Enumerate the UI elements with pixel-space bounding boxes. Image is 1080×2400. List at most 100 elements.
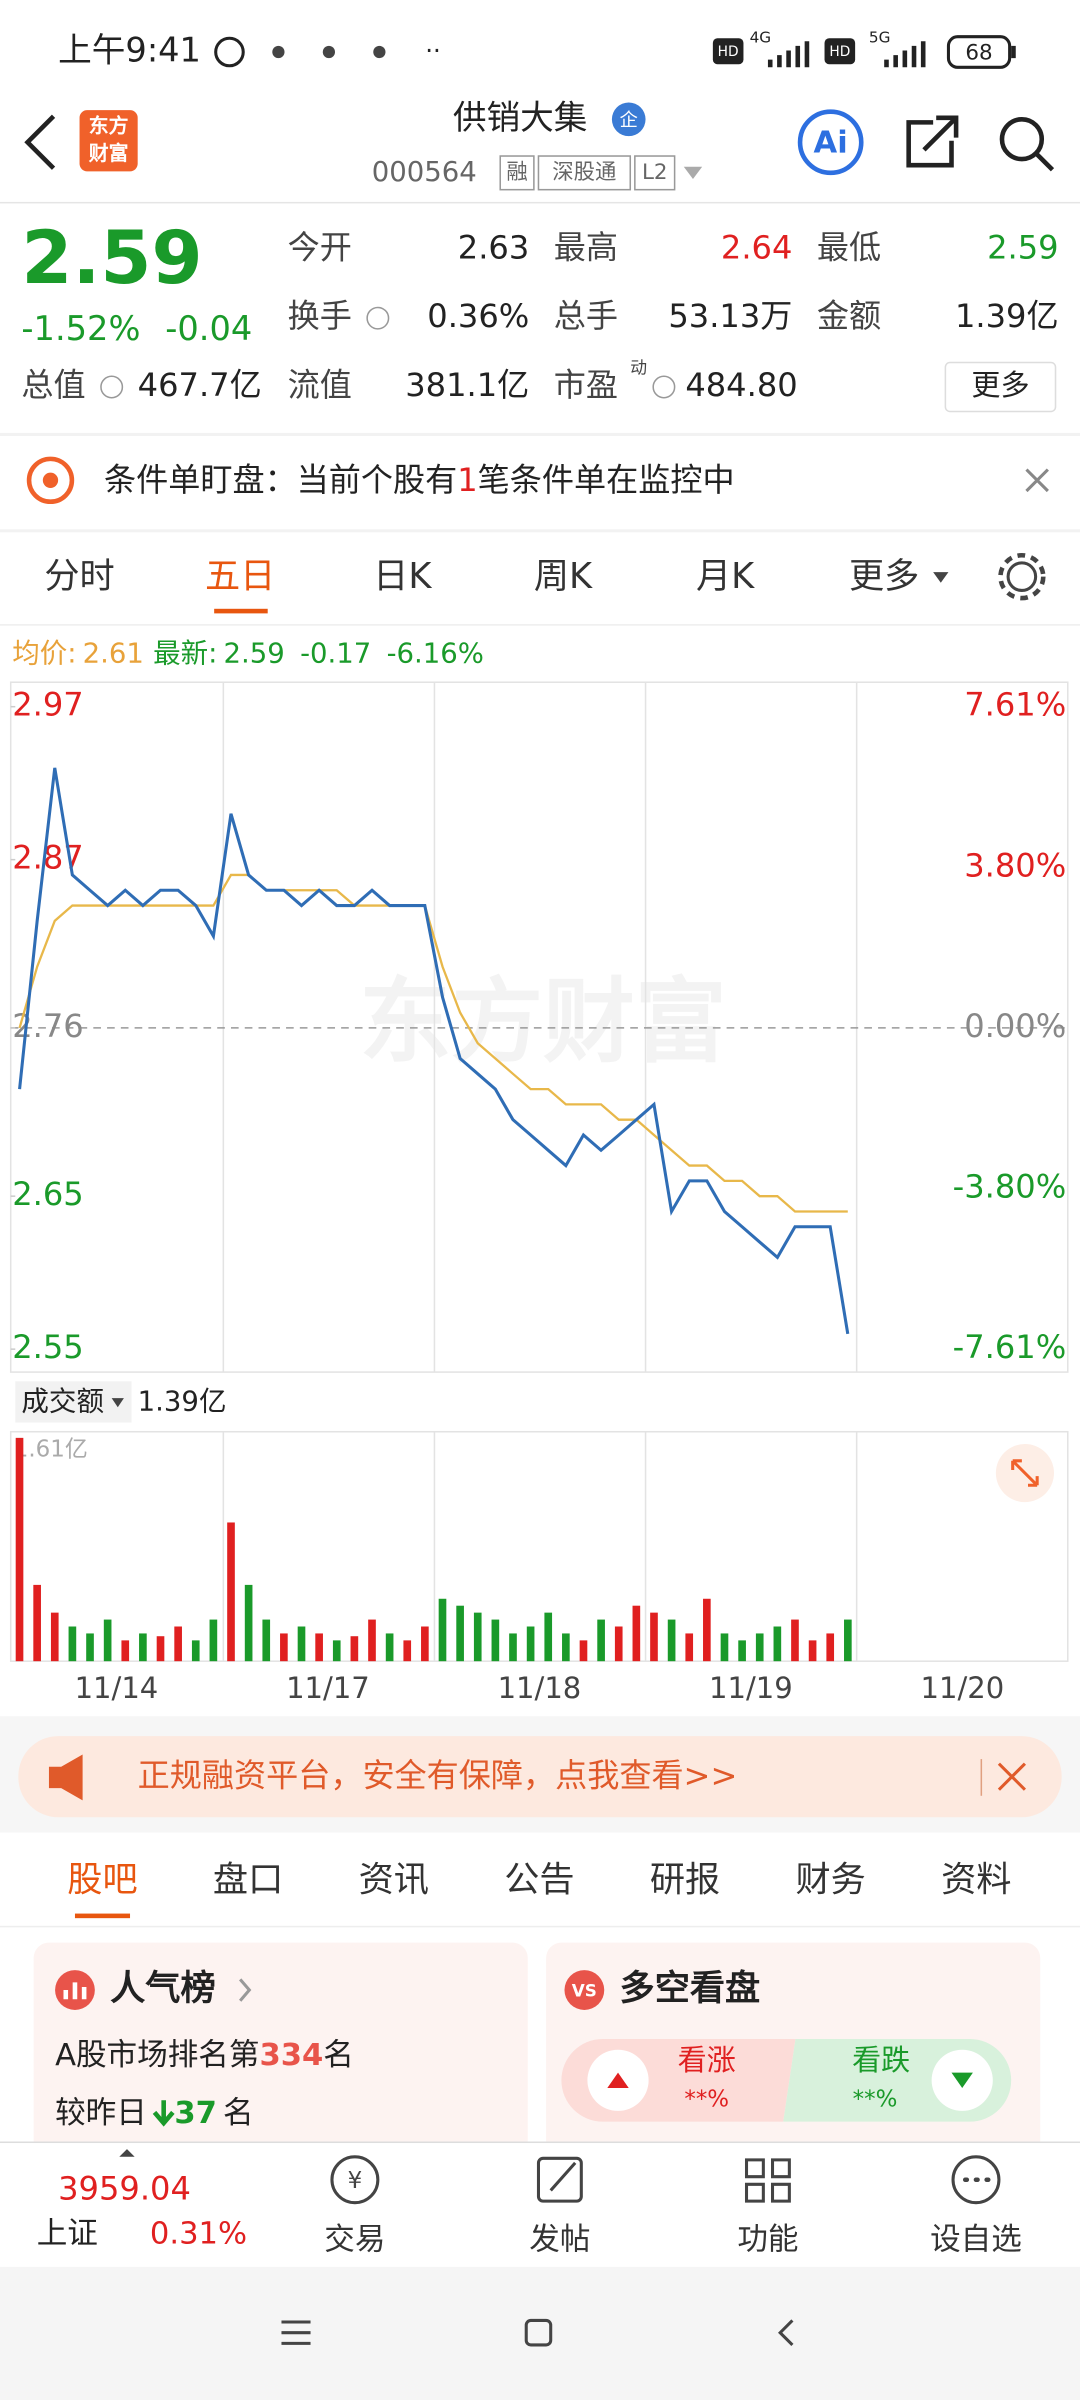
settings-button[interactable] [1006, 561, 1038, 592]
tag [634, 155, 676, 191]
sub-tabs: 股吧 盘口 资讯 公告 研报 财务 资料 [67, 1859, 1011, 1919]
ad-close[interactable] [997, 1762, 1027, 1791]
price: 2.59 [21, 216, 202, 301]
volume-bar [15, 1437, 24, 1662]
tab[interactable]: 日K [373, 556, 432, 597]
volume-bar [403, 1640, 412, 1662]
tag-text: L2 [642, 160, 668, 185]
notif-icon [272, 45, 285, 59]
tab[interactable]: 分时 [44, 556, 114, 597]
tab[interactable]: 更多 [849, 556, 919, 597]
notice-count: 1 [457, 461, 477, 499]
nav-home[interactable] [524, 2318, 553, 2347]
volume-bar [191, 1640, 200, 1662]
x-tick-label: 11/20 [921, 1671, 1005, 1705]
sub-tab[interactable]: 资讯 [359, 1859, 429, 1900]
search-handle [1035, 152, 1055, 172]
signal-icon [884, 41, 926, 68]
divider [0, 2141, 1080, 2144]
ai-text: Ai [814, 125, 848, 160]
trade-icon-glyph: ¥ [348, 2168, 363, 2194]
y2-tick-label: -3.80% [953, 1167, 1067, 1205]
card-title: 多空看盘 [620, 1968, 761, 2009]
battery-tip [1011, 45, 1016, 59]
volume-bar [597, 1619, 605, 1662]
bottom-item[interactable]: 发帖 [529, 2222, 590, 2257]
more-button[interactable] [944, 361, 1057, 413]
sub-tab[interactable]: 资料 [941, 1859, 1011, 1900]
notice-close[interactable] [1025, 468, 1049, 493]
field-value: 2.59 [987, 228, 1059, 266]
volume-bar [262, 1619, 271, 1662]
nav-back[interactable] [778, 2319, 794, 2347]
popularity-card[interactable] [33, 1942, 528, 2157]
hd-label: HD [829, 44, 850, 60]
sub-tab[interactable]: 股吧 [67, 1859, 137, 1900]
volume-bar [509, 1633, 517, 1662]
ad-text: 正规融资平台，安全有保障，点我查看>> [138, 1756, 738, 1794]
dropdown-arrow[interactable] [683, 166, 703, 179]
hd-badge [824, 38, 856, 65]
volume-bar [562, 1633, 570, 1662]
sub-tab[interactable]: 盘口 [213, 1859, 283, 1900]
expand-icon [1011, 1459, 1039, 1487]
volume-bar [50, 1612, 59, 1662]
volume-bar [368, 1619, 376, 1662]
tab-underline [214, 608, 268, 614]
search-button[interactable] [999, 117, 1045, 162]
chart-tabs: 分时 五日 日K 周K 月K 更多 [44, 556, 949, 614]
volume-bar [315, 1633, 323, 1662]
volume-bar [350, 1636, 359, 1662]
post-icon [536, 2156, 583, 2203]
nav-menu[interactable] [281, 2320, 311, 2345]
sub-tab[interactable]: 财务 [795, 1859, 865, 1900]
volume-bar [755, 1633, 764, 1662]
back-button[interactable] [24, 114, 56, 170]
bottom-item[interactable]: 功能 [737, 2222, 798, 2257]
field-value: 381.1亿 [405, 366, 529, 404]
notif-icon [322, 45, 336, 59]
volume-bar [385, 1633, 394, 1662]
ai-button[interactable] [797, 109, 864, 176]
bottom-item[interactable]: 设自选 [930, 2222, 1022, 2257]
field-value: 467.7亿 [138, 366, 262, 404]
average-line [18, 873, 848, 1213]
volume-chart: 11/14 11/17 11/18 11/19 11/20 [15, 1431, 1005, 1705]
field-value: 484.80 [685, 366, 797, 404]
bottom-item[interactable]: 交易 [324, 2222, 385, 2257]
rank-value: 334 [259, 2037, 323, 2072]
price-chart: 7.61%3.80%0.00%-3.80%-7.61%2.972.872.762… [10, 682, 1068, 1373]
share-button[interactable] [906, 115, 959, 168]
index-change: 0.31% [150, 2216, 247, 2251]
hd-label: HD [718, 44, 739, 60]
tab[interactable]: 月K [696, 556, 755, 597]
down-arrow [152, 2100, 175, 2127]
volume-bar [438, 1598, 447, 1662]
volume-bar [33, 1584, 41, 1662]
volume-bar [280, 1633, 288, 1662]
expand-arrow[interactable] [119, 2149, 135, 2157]
nav-bar [0, 2266, 1080, 2400]
ad-banner[interactable] [18, 1736, 1062, 1818]
volume-max: 1.61亿 [14, 1437, 88, 1463]
tab[interactable]: 周K [534, 556, 593, 597]
volume-selector[interactable] [15, 1381, 132, 1423]
vs-icon-text: VS [572, 1981, 597, 2001]
change-after: 名 [223, 2095, 254, 2130]
bear-value: **% [853, 2087, 898, 2113]
sub-tab[interactable]: 研报 [650, 1859, 720, 1900]
stock-code: 000564 [372, 156, 477, 188]
time: 上午9:41 [58, 31, 201, 70]
notice-after: 笔条件单在监控中 [478, 461, 735, 499]
sub-tab[interactable]: 公告 [504, 1859, 574, 1900]
tab[interactable]: 五日 [205, 556, 275, 597]
chart-info: 均价: 2.61 最新: 2.59 -0.17 -6.16% [12, 638, 484, 670]
divider [0, 201, 1080, 204]
bull-value: **% [684, 2087, 729, 2113]
net-label: 4G [750, 29, 772, 47]
latest-change: -0.17 [300, 638, 371, 670]
dropdown-arrow [933, 572, 949, 583]
tag-text: 融 [506, 160, 527, 185]
